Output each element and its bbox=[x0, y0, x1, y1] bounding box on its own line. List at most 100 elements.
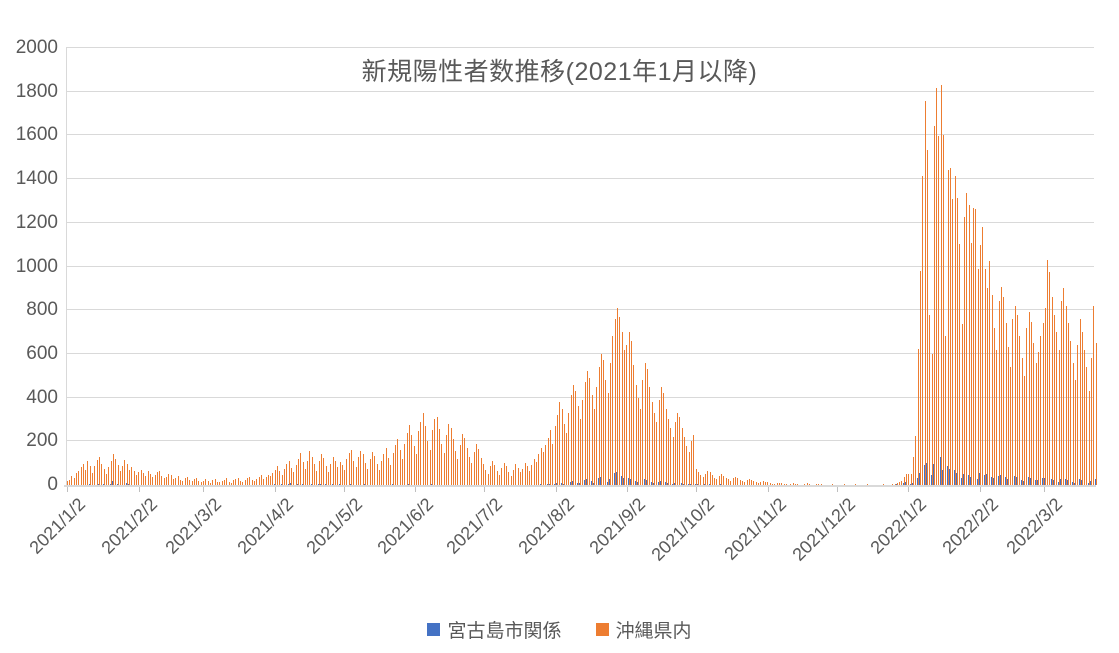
bar-miyako bbox=[433, 484, 435, 485]
bar-okinawa bbox=[524, 462, 526, 485]
bar-miyako bbox=[699, 484, 701, 485]
bar-okinawa bbox=[792, 483, 794, 485]
bar-miyako bbox=[923, 465, 925, 485]
gridline bbox=[66, 47, 1094, 48]
day-slot bbox=[907, 48, 910, 485]
bar-okinawa bbox=[591, 395, 593, 485]
bar-okinawa bbox=[996, 349, 998, 485]
bar-miyako bbox=[89, 484, 90, 485]
day-slot bbox=[301, 48, 304, 485]
day-slot bbox=[96, 48, 98, 485]
bar-okinawa bbox=[145, 476, 147, 485]
bar-okinawa bbox=[753, 481, 755, 485]
day-slot bbox=[542, 48, 544, 485]
day-slot bbox=[158, 48, 161, 485]
bar-okinawa bbox=[99, 456, 100, 485]
bar-miyako bbox=[648, 481, 650, 485]
bar-miyako bbox=[574, 481, 576, 485]
day-slot bbox=[713, 48, 716, 485]
day-slot bbox=[695, 48, 697, 485]
bar-okinawa bbox=[263, 479, 264, 485]
bar-miyako bbox=[1083, 481, 1085, 485]
day-slot bbox=[745, 48, 748, 485]
bar-miyako bbox=[653, 482, 654, 485]
bar-okinawa bbox=[1007, 347, 1009, 485]
bar-okinawa bbox=[552, 443, 554, 485]
bar-miyako bbox=[637, 481, 638, 485]
day-slot bbox=[954, 48, 956, 485]
bar-okinawa bbox=[956, 198, 958, 485]
bar-okinawa bbox=[307, 460, 308, 485]
day-slot bbox=[338, 48, 341, 485]
bar-okinawa bbox=[596, 386, 597, 485]
day-slot bbox=[697, 48, 699, 485]
day-slot bbox=[871, 48, 873, 485]
bar-okinawa bbox=[968, 204, 970, 485]
bar-miyako bbox=[579, 483, 580, 485]
day-slot bbox=[422, 48, 424, 485]
day-slot bbox=[1065, 48, 1067, 485]
day-slot bbox=[271, 48, 274, 485]
day-slot bbox=[126, 48, 128, 485]
day-slot bbox=[313, 48, 315, 485]
x-axis-tick-label: 2021/5/2 bbox=[302, 494, 366, 558]
bar-miyako bbox=[382, 484, 384, 485]
day-slot bbox=[517, 48, 519, 485]
day-slot bbox=[820, 48, 822, 485]
day-slot bbox=[299, 48, 302, 485]
bar-okinawa bbox=[112, 454, 114, 485]
bar-miyako bbox=[308, 482, 310, 485]
day-slot bbox=[1016, 48, 1018, 485]
day-slot bbox=[429, 48, 431, 485]
bar-okinawa bbox=[1030, 322, 1032, 485]
day-slot bbox=[200, 48, 202, 485]
bar-okinawa bbox=[124, 460, 126, 485]
bar-okinawa bbox=[115, 458, 116, 485]
gridline bbox=[66, 396, 1094, 398]
bar-okinawa bbox=[721, 474, 722, 485]
bar-miyako bbox=[128, 484, 130, 485]
day-slot bbox=[121, 48, 124, 485]
bar-okinawa bbox=[408, 424, 410, 485]
bar-okinawa bbox=[293, 472, 295, 485]
day-slot bbox=[671, 48, 674, 485]
bar-series bbox=[66, 48, 1097, 485]
bar-okinawa bbox=[207, 481, 209, 485]
bar-miyako bbox=[607, 481, 608, 485]
day-slot bbox=[433, 48, 436, 485]
bar-okinawa bbox=[1026, 327, 1028, 485]
bar-miyako bbox=[107, 482, 109, 485]
day-slot bbox=[1074, 48, 1076, 485]
bar-okinawa bbox=[1042, 323, 1044, 485]
day-slot bbox=[100, 48, 103, 485]
day-slot bbox=[436, 48, 438, 485]
day-slot bbox=[505, 48, 507, 485]
bar-okinawa bbox=[818, 483, 819, 485]
bar-okinawa bbox=[568, 412, 570, 485]
bar-miyako bbox=[1058, 481, 1059, 485]
day-slot bbox=[1083, 48, 1086, 485]
day-slot bbox=[572, 48, 574, 485]
day-slot bbox=[154, 48, 156, 485]
day-slot bbox=[829, 48, 831, 485]
day-slot bbox=[616, 48, 618, 485]
day-slot bbox=[142, 48, 144, 485]
bar-okinawa bbox=[633, 364, 634, 485]
day-slot bbox=[350, 48, 352, 485]
day-slot bbox=[172, 48, 174, 485]
bar-okinawa bbox=[755, 482, 757, 485]
bar-miyako bbox=[584, 480, 585, 485]
bar-miyako bbox=[121, 481, 123, 485]
bar-okinawa bbox=[580, 419, 581, 485]
bar-okinawa bbox=[309, 451, 311, 485]
gridline bbox=[66, 90, 1094, 92]
day-slot bbox=[412, 48, 415, 485]
day-slot bbox=[1060, 48, 1062, 485]
bar-miyako bbox=[958, 475, 960, 485]
bar-miyako bbox=[692, 483, 694, 485]
bar-okinawa bbox=[707, 470, 708, 485]
bar-okinawa bbox=[855, 484, 856, 485]
day-slot bbox=[831, 48, 833, 485]
plot-area bbox=[66, 47, 1097, 485]
bar-okinawa bbox=[314, 463, 315, 485]
